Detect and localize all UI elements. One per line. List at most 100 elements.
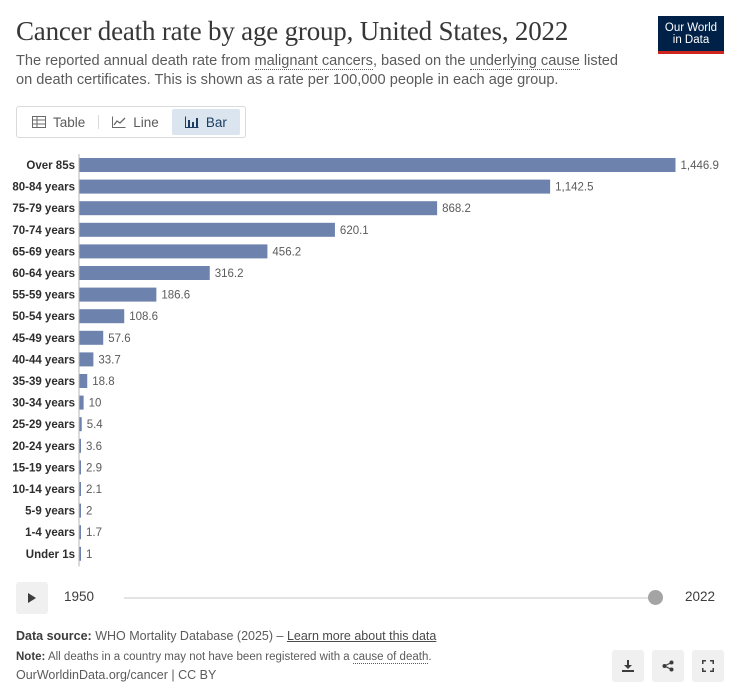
- table-icon: [32, 116, 46, 128]
- category-label: 10-14 years: [12, 484, 75, 496]
- value-label: 868.2: [442, 203, 471, 215]
- owid-logo[interactable]: Our World in Data: [658, 16, 724, 54]
- value-label: 1: [86, 549, 92, 561]
- download-icon: [622, 660, 634, 672]
- bar[interactable]: [79, 287, 157, 302]
- learn-more-link[interactable]: Learn more about this data: [286, 629, 437, 643]
- tab-divider: [98, 115, 100, 129]
- tab-line[interactable]: Line: [99, 109, 172, 135]
- value-label: 2.9: [86, 462, 102, 474]
- play-button[interactable]: [16, 582, 48, 614]
- fullscreen-button[interactable]: [692, 650, 724, 682]
- category-label: 30-34 years: [12, 398, 75, 410]
- note: Note: All deaths in a country may not ha…: [16, 651, 432, 664]
- timeline-track[interactable]: [124, 597, 656, 599]
- subtitle-term-malignant[interactable]: malignant cancers: [254, 53, 373, 70]
- category-label: Over 85s: [26, 160, 75, 172]
- source-label: Data source:: [16, 629, 92, 643]
- bar[interactable]: [79, 417, 82, 432]
- category-label: 65-69 years: [12, 246, 75, 258]
- category-label: 60-64 years: [12, 268, 75, 280]
- value-label: 186.6: [161, 290, 190, 302]
- chart-title: Cancer death rate by age group, United S…: [16, 16, 569, 46]
- play-icon: [28, 593, 36, 603]
- category-label: 80-84 years: [12, 182, 75, 194]
- source-text: WHO Mortality Database (2025) –: [91, 629, 287, 643]
- note-text: All deaths in a country may not have bee…: [45, 651, 353, 663]
- value-label: 10: [89, 398, 102, 410]
- category-label: Under 1s: [26, 549, 75, 561]
- logo-line-2: in Data: [672, 34, 710, 46]
- credit[interactable]: OurWorldinData.org/cancer | CC BY: [16, 668, 217, 682]
- fullscreen-icon: [702, 660, 714, 672]
- note-label: Note:: [16, 651, 46, 663]
- subtitle-text: , based on the: [372, 53, 470, 69]
- category-label: 20-24 years: [12, 441, 75, 453]
- subtitle-text: listed on death certificates. This is sh…: [16, 53, 618, 88]
- category-label: 1-4 years: [25, 527, 75, 539]
- category-label: 70-74 years: [12, 225, 75, 237]
- bar[interactable]: [79, 546, 82, 561]
- category-label: 40-44 years: [12, 354, 75, 366]
- subtitle-text: The reported annual death rate from: [16, 53, 255, 69]
- tab-line-label: Line: [133, 114, 159, 130]
- logo-line-1: Our World: [664, 22, 718, 34]
- tab-bar[interactable]: Bar: [171, 109, 240, 135]
- bar[interactable]: [79, 525, 82, 540]
- bar[interactable]: [79, 460, 82, 475]
- bar[interactable]: [79, 158, 676, 172]
- value-label: 1.7: [86, 527, 102, 539]
- share-icon: [662, 660, 674, 672]
- bar[interactable]: [79, 266, 210, 280]
- timeline-end-year[interactable]: 2022: [685, 589, 716, 604]
- download-button[interactable]: [612, 650, 644, 682]
- value-label: 456.2: [272, 246, 301, 258]
- view-tabs: Table Line Bar: [16, 106, 246, 138]
- value-label: 3.6: [86, 441, 102, 453]
- bar[interactable]: [79, 244, 268, 259]
- value-label: 33.7: [98, 354, 120, 366]
- bar[interactable]: [79, 482, 82, 496]
- bar-chart: Over 85s 1,446.9 80-84 years 1,142.5 75-79 y…: [12, 154, 719, 567]
- category-label: 45-49 years: [12, 333, 75, 345]
- value-label: 2: [86, 506, 92, 518]
- bar[interactable]: [79, 222, 335, 237]
- line-chart-icon: [112, 116, 126, 128]
- value-label: 620.1: [340, 225, 369, 237]
- category-label: 5-9 years: [25, 506, 75, 518]
- value-label: 57.6: [108, 333, 130, 345]
- timeline-start-year[interactable]: 1950: [64, 589, 95, 604]
- bar[interactable]: [79, 395, 84, 410]
- tab-table[interactable]: Table: [19, 109, 98, 135]
- bar[interactable]: [79, 330, 104, 345]
- bar[interactable]: [79, 179, 551, 194]
- category-label: 35-39 years: [12, 376, 75, 388]
- bar[interactable]: [79, 352, 94, 367]
- note-end: .: [428, 651, 432, 663]
- timeline-handle[interactable]: [648, 590, 663, 605]
- subtitle-term-underlying[interactable]: underlying cause: [469, 53, 580, 70]
- bar[interactable]: [79, 309, 125, 324]
- bar[interactable]: [79, 374, 88, 388]
- category-label: 25-29 years: [12, 419, 75, 431]
- cause-of-death-term[interactable]: cause of death: [352, 651, 429, 664]
- data-source: Data source: WHO Mortality Database (202…: [16, 629, 436, 643]
- value-label: 316.2: [215, 268, 244, 280]
- bar[interactable]: [79, 503, 82, 518]
- bar[interactable]: [79, 201, 438, 216]
- value-label: 1,142.5: [555, 182, 593, 194]
- category-label: 15-19 years: [12, 462, 75, 474]
- tab-table-label: Table: [53, 114, 86, 130]
- bar-chart-icon: [184, 116, 199, 128]
- value-label: 1,446.9: [681, 160, 719, 172]
- share-button[interactable]: [652, 650, 684, 682]
- value-label: 5.4: [87, 419, 104, 431]
- value-label: 2.1: [86, 484, 102, 496]
- category-label: 55-59 years: [12, 290, 75, 302]
- tab-bar-label: Bar: [205, 114, 227, 130]
- value-label: 18.8: [92, 376, 114, 388]
- bar[interactable]: [79, 438, 82, 453]
- chart-subtitle: The reported annual death rate from mali…: [16, 52, 636, 90]
- category-label: 75-79 years: [12, 203, 75, 215]
- category-label: 50-54 years: [12, 311, 75, 323]
